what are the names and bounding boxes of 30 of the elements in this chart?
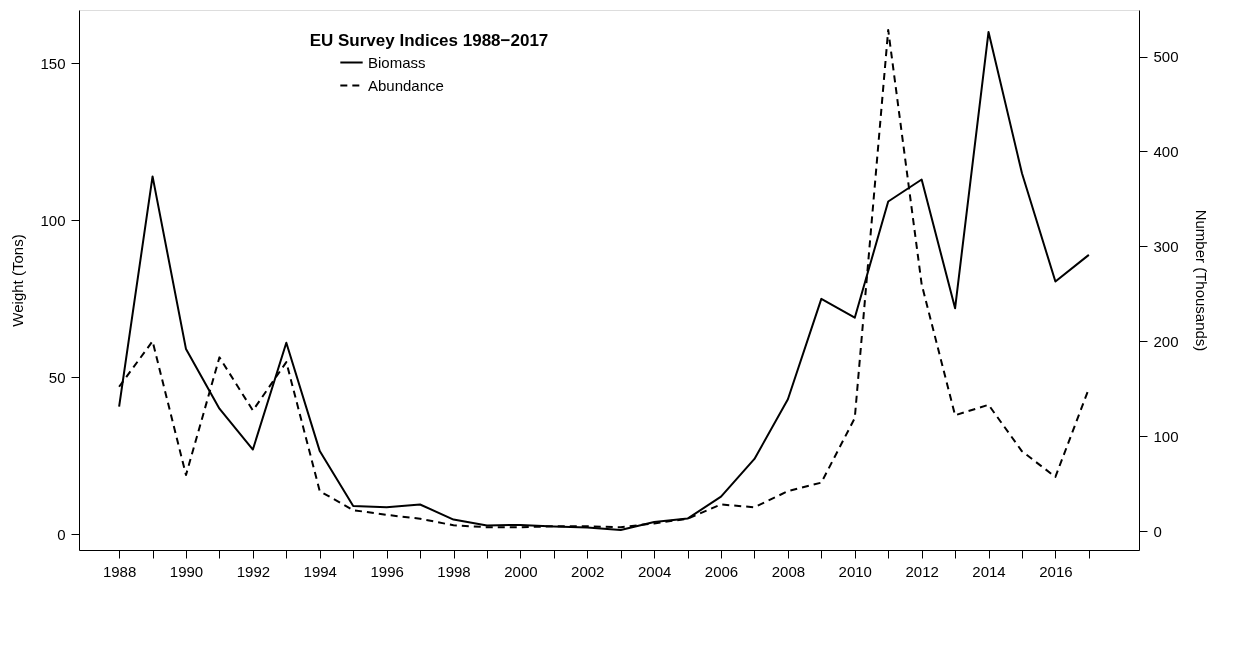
y2-tick-label: 200 bbox=[1153, 332, 1179, 350]
y2-tick-label: 100 bbox=[1153, 427, 1179, 445]
x-tick-label: 2008 bbox=[771, 562, 806, 580]
y2-axis-title: Number (Thousands) bbox=[1192, 209, 1210, 352]
x-tick-label: 1994 bbox=[303, 562, 337, 580]
text: EU Survey Indices 1988−2017 bbox=[309, 31, 549, 50]
y2-tick-label: 300 bbox=[1153, 237, 1179, 255]
x-tick-label: 1990 bbox=[169, 562, 204, 580]
x-tick-label: 1988 bbox=[102, 562, 137, 580]
y-axis-title: Weight (Tons) bbox=[9, 234, 27, 327]
x-tick-label: 2012 bbox=[905, 562, 939, 580]
y-tick-label: 0 bbox=[57, 525, 66, 543]
x-tick-label: 2000 bbox=[504, 562, 538, 580]
x-tick-label: 1992 bbox=[236, 562, 271, 580]
y2-tick-label: 500 bbox=[1153, 48, 1179, 65]
x-tick-label: 2010 bbox=[838, 562, 872, 580]
y2-tick-label: 400 bbox=[1153, 142, 1179, 160]
y-tick-label: 150 bbox=[40, 54, 66, 72]
y2-tick-label: 0 bbox=[1153, 522, 1162, 540]
x-tick-label: 2014 bbox=[972, 562, 1006, 580]
legend-label: Biomass bbox=[368, 53, 426, 71]
y-tick-label: 100 bbox=[40, 211, 66, 229]
x-tick-label: 2006 bbox=[704, 562, 739, 580]
x-tick-label: 1996 bbox=[370, 562, 404, 580]
y-tick-label: 50 bbox=[48, 368, 66, 386]
legend-label: Abundance bbox=[368, 76, 444, 94]
x-tick-label: 2002 bbox=[571, 562, 605, 580]
x-tick-label: 1998 bbox=[437, 562, 471, 580]
x-tick-label: 2016 bbox=[1039, 562, 1073, 580]
x-tick-label: 2004 bbox=[637, 562, 672, 580]
